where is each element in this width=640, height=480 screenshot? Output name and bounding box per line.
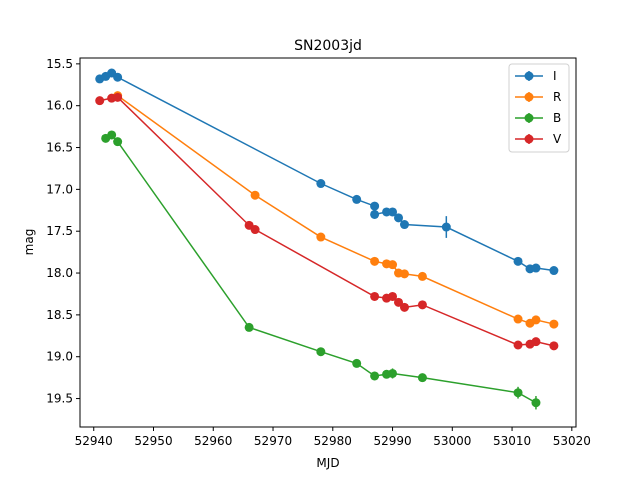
series-I xyxy=(95,68,559,276)
data-point xyxy=(513,256,523,266)
y-axis: 15.5 16.0 16.5 17.0 17.5 18.0 18.5 19.0 19.5 xyxy=(46,57,80,406)
y-tick-label: 19.5 xyxy=(46,392,73,406)
y-tick-label: 16.5 xyxy=(46,141,73,155)
x-tick-label: 53000 xyxy=(433,434,471,448)
data-point xyxy=(549,266,559,276)
data-point xyxy=(107,130,117,140)
legend-label: B xyxy=(553,111,561,125)
legend-swatch-marker xyxy=(524,134,534,144)
x-axis: 52940 52950 52960 52970 52980 52990 53000 53010… xyxy=(75,427,591,448)
x-tick-label: 52950 xyxy=(134,434,172,448)
series-line-I xyxy=(99,72,554,272)
data-point xyxy=(250,225,260,235)
data-point xyxy=(394,297,404,307)
legend-swatch-marker xyxy=(524,71,534,81)
y-tick-label: 16.0 xyxy=(46,99,73,113)
legend-swatch-marker xyxy=(524,92,534,102)
legend-item-V: V xyxy=(515,132,562,146)
data-point xyxy=(95,96,105,106)
legend-label: I xyxy=(553,69,557,83)
plot-area xyxy=(95,68,559,410)
data-point xyxy=(399,220,409,230)
data-point xyxy=(394,213,404,223)
y-tick-label: 17.5 xyxy=(46,224,73,238)
x-tick-label: 53020 xyxy=(553,434,591,448)
x-tick-label: 52980 xyxy=(314,434,352,448)
data-point xyxy=(399,302,409,312)
data-point xyxy=(370,256,380,266)
data-point xyxy=(244,322,254,332)
series-line-R xyxy=(117,95,555,325)
legend-item-R: R xyxy=(515,90,561,104)
y-tick-label: 17.0 xyxy=(46,182,73,196)
data-point xyxy=(549,319,559,329)
legend-label: V xyxy=(553,132,562,146)
x-tick-label: 52960 xyxy=(194,434,232,448)
legend-item-B: B xyxy=(515,111,561,125)
data-point xyxy=(531,337,541,347)
y-tick-label: 18.5 xyxy=(46,308,73,322)
data-point xyxy=(531,263,541,273)
data-point xyxy=(388,368,398,378)
data-point xyxy=(370,291,380,301)
data-point xyxy=(388,207,398,217)
data-point xyxy=(531,398,541,408)
data-point xyxy=(399,269,409,279)
data-point xyxy=(316,179,326,189)
data-point xyxy=(113,92,123,102)
data-point xyxy=(417,300,427,310)
series-V xyxy=(95,92,559,351)
series-R xyxy=(113,91,559,329)
data-point xyxy=(316,347,326,357)
x-tick-label: 52940 xyxy=(75,434,113,448)
data-point xyxy=(388,291,398,301)
legend-swatch-marker xyxy=(524,113,534,123)
x-axis-title: MJD xyxy=(316,456,339,470)
axes-frame xyxy=(79,57,577,428)
series-line-B xyxy=(105,134,537,404)
data-point xyxy=(513,340,523,350)
x-tick-label: 52970 xyxy=(254,434,292,448)
data-point xyxy=(370,371,380,381)
data-point xyxy=(549,341,559,351)
x-tick-label: 53010 xyxy=(493,434,531,448)
data-point xyxy=(388,260,398,270)
data-point xyxy=(113,72,123,82)
data-point xyxy=(370,201,380,211)
data-point xyxy=(250,190,260,200)
y-tick-label: 18.0 xyxy=(46,266,73,280)
data-point xyxy=(513,314,523,324)
data-point xyxy=(513,388,523,398)
legend-box xyxy=(508,63,570,153)
data-point xyxy=(370,209,380,219)
data-point xyxy=(113,137,123,147)
data-point xyxy=(316,232,326,242)
y-axis-title: mag xyxy=(22,229,36,256)
series-line-V xyxy=(99,96,555,347)
x-tick-label: 52990 xyxy=(373,434,411,448)
data-point xyxy=(417,271,427,281)
chart-title: SN2003jd xyxy=(294,38,362,54)
legend-item-I: I xyxy=(515,69,557,83)
y-tick-label: 19.0 xyxy=(46,350,73,364)
y-tick-label: 15.5 xyxy=(46,57,73,71)
legend-label: R xyxy=(553,90,561,104)
data-point xyxy=(352,194,362,204)
data-point xyxy=(417,373,427,383)
data-point xyxy=(531,315,541,325)
data-point xyxy=(441,222,451,232)
series-B xyxy=(101,130,541,410)
data-point xyxy=(352,358,362,368)
